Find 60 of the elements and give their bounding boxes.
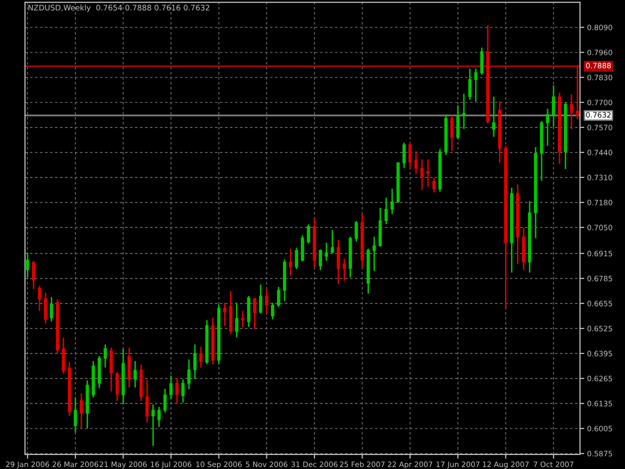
candlestick	[104, 344, 107, 368]
candlestick	[134, 361, 137, 388]
candlestick	[265, 289, 268, 314]
candlestick	[576, 66, 580, 120]
candlestick	[175, 378, 179, 404]
candlestick	[151, 404, 155, 446]
candlestick	[276, 286, 280, 307]
candlestick	[169, 375, 173, 400]
candlestick	[223, 302, 226, 326]
candlestick	[288, 248, 292, 276]
candlestick	[32, 260, 36, 290]
candlestick	[372, 236, 376, 271]
candlestick	[247, 296, 250, 327]
candlestick	[157, 406, 161, 427]
candlestick	[241, 311, 244, 328]
candlestick	[456, 105, 460, 140]
candlestick	[235, 302, 238, 338]
candlestick	[294, 248, 298, 270]
candlestick	[270, 302, 274, 320]
candlestick	[480, 48, 484, 75]
candlestick	[145, 380, 149, 422]
candlestick	[474, 68, 478, 102]
candlestick	[128, 348, 131, 388]
candlestick	[193, 344, 197, 380]
candlestick	[50, 297, 54, 322]
candlestick	[44, 292, 48, 324]
candlestick	[552, 85, 556, 127]
candlestick	[384, 198, 388, 224]
candlestick	[110, 348, 113, 392]
candlestick	[336, 240, 340, 284]
candlestick	[324, 242, 328, 261]
candlestick	[62, 338, 66, 374]
candlestick	[570, 94, 574, 130]
candlestick	[187, 359, 191, 390]
candlestick	[163, 388, 167, 412]
candlestick	[432, 178, 436, 193]
candlestick	[420, 159, 424, 190]
candlestick	[253, 298, 256, 330]
candlestick	[26, 252, 30, 278]
candlestick	[80, 394, 83, 428]
candlestick	[390, 188, 394, 214]
candlestick	[462, 94, 466, 130]
candlestick	[300, 235, 304, 262]
candlestick	[318, 249, 322, 270]
candlestick	[116, 372, 119, 401]
candlestick	[546, 108, 550, 146]
candlestick	[199, 346, 203, 368]
candlestick	[259, 284, 262, 314]
candlestick	[74, 398, 78, 432]
candlestick	[181, 380, 185, 402]
candlestick	[342, 258, 346, 281]
candlestick	[408, 142, 412, 168]
candlestick	[402, 142, 406, 168]
candlestick	[450, 115, 454, 151]
candlestick	[468, 68, 472, 100]
candlestick	[330, 230, 334, 254]
candlestick	[38, 286, 42, 311]
candlestick	[354, 221, 358, 242]
candlestick	[492, 96, 496, 137]
candlestick	[306, 224, 310, 244]
